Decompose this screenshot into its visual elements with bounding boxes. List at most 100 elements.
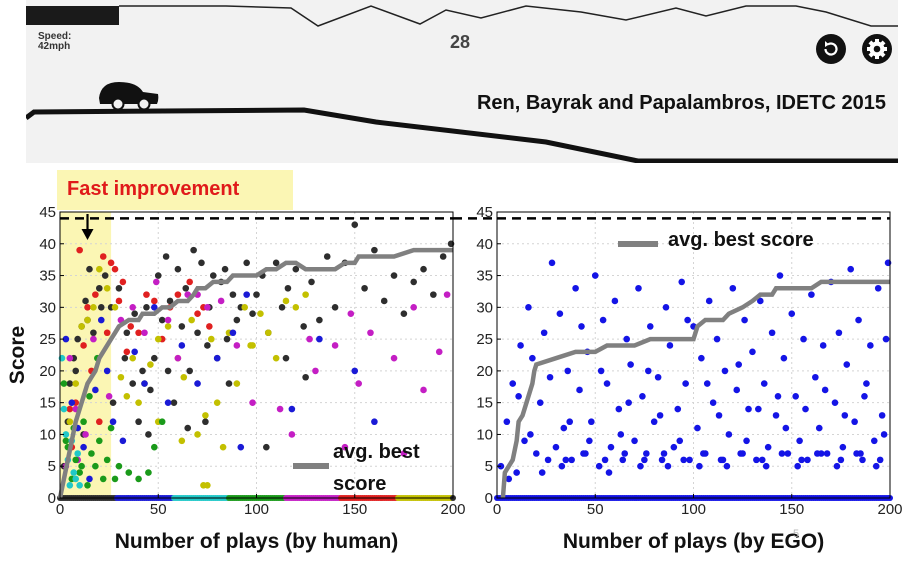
data-point xyxy=(637,462,644,470)
data-point xyxy=(882,335,890,343)
data-point xyxy=(410,278,418,286)
data-point xyxy=(400,450,408,457)
data-point xyxy=(194,310,201,317)
data-point xyxy=(194,329,201,337)
data-point xyxy=(82,297,89,305)
data-point xyxy=(686,456,693,464)
data-point xyxy=(719,456,727,464)
data-point xyxy=(241,304,249,311)
data-point xyxy=(105,393,113,400)
data-point xyxy=(639,393,646,400)
restart-icon xyxy=(824,41,838,56)
data-point xyxy=(257,310,264,317)
data-point xyxy=(86,475,93,483)
data-point xyxy=(76,246,83,254)
data-point xyxy=(288,405,296,413)
data-point xyxy=(843,361,851,368)
data-point xyxy=(410,304,418,311)
data-point xyxy=(743,437,750,445)
x-tick-label: 150 xyxy=(779,501,804,518)
data-point xyxy=(874,284,882,292)
legend-label: avg. best score xyxy=(668,229,814,251)
data-point xyxy=(430,291,437,298)
data-point xyxy=(72,475,80,483)
data-point xyxy=(131,310,138,317)
x-axis-label: Number of plays (by EGO) xyxy=(563,530,824,553)
data-point xyxy=(540,329,548,337)
data-point xyxy=(819,342,827,349)
x-tick-label: 50 xyxy=(587,501,604,518)
data-point xyxy=(174,354,182,362)
data-point xyxy=(115,284,123,292)
settings-button[interactable] xyxy=(862,34,892,64)
data-point xyxy=(190,246,197,254)
data-point xyxy=(878,412,886,419)
data-point xyxy=(208,335,215,343)
data-point xyxy=(808,291,815,298)
speed-value: 42mph xyxy=(38,41,71,52)
data-point xyxy=(863,380,870,387)
data-point xyxy=(782,424,790,432)
data-point xyxy=(725,431,733,438)
data-point xyxy=(739,450,746,457)
data-point xyxy=(247,342,254,349)
restart-button[interactable] xyxy=(816,34,846,64)
plot-area xyxy=(497,212,890,498)
data-point xyxy=(306,335,313,343)
game-track xyxy=(26,5,898,163)
data-point xyxy=(591,272,599,279)
data-point xyxy=(292,265,300,273)
data-point xyxy=(174,265,182,273)
data-point xyxy=(435,348,443,356)
data-point xyxy=(164,367,172,375)
data-point xyxy=(123,393,131,400)
data-point xyxy=(233,380,241,387)
data-point xyxy=(96,437,103,445)
y-tick-label: 15 xyxy=(39,395,56,412)
data-point xyxy=(92,386,99,394)
data-point xyxy=(371,246,378,254)
annotation-text: Fast improvement xyxy=(67,178,240,200)
data-point xyxy=(78,323,85,330)
data-point xyxy=(741,316,748,324)
data-point xyxy=(141,329,148,337)
data-point xyxy=(229,291,237,298)
data-point xyxy=(103,456,111,464)
data-point xyxy=(182,284,190,292)
data-point xyxy=(529,354,536,362)
data-point xyxy=(420,386,427,394)
data-point xyxy=(745,405,752,413)
data-point xyxy=(263,443,270,451)
ego-chart: 0 50 100 150 200 0 5 10 15 20 25 30 35 40 45 Number of … xyxy=(476,204,902,553)
data-point xyxy=(178,342,186,349)
data-point xyxy=(698,354,705,362)
data-point xyxy=(72,380,80,387)
data-point xyxy=(768,329,776,337)
data-point xyxy=(347,310,355,317)
data-point xyxy=(703,380,711,387)
page-number: 5 xyxy=(793,528,800,540)
data-point xyxy=(556,310,564,317)
data-point xyxy=(60,380,68,387)
data-point xyxy=(641,456,648,464)
data-point xyxy=(164,399,172,406)
data-point xyxy=(213,354,221,362)
data-point xyxy=(282,354,290,362)
data-point xyxy=(733,386,741,394)
data-point xyxy=(851,418,858,426)
data-point xyxy=(662,304,670,311)
data-point xyxy=(90,329,97,337)
data-point xyxy=(656,412,664,419)
data-point xyxy=(202,418,209,426)
data-point xyxy=(643,450,650,457)
data-point xyxy=(390,354,398,362)
data-point xyxy=(221,265,229,273)
data-point xyxy=(355,380,362,387)
data-point xyxy=(135,329,142,337)
data-point xyxy=(696,462,703,470)
data-point xyxy=(316,335,323,343)
data-point xyxy=(566,418,574,426)
data-point xyxy=(86,265,93,273)
data-point xyxy=(664,462,672,470)
data-point xyxy=(823,450,831,457)
